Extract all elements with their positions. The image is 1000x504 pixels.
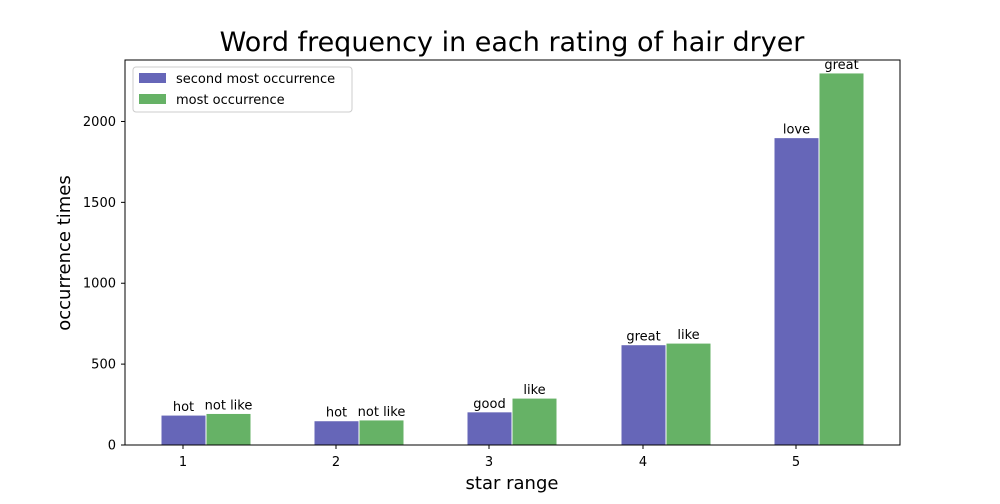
bar-word-label: love	[783, 123, 810, 138]
x-tick-label: 2	[332, 455, 340, 470]
legend-swatch-series-2	[139, 94, 166, 104]
bar-series-1-cat-2	[313, 420, 360, 446]
bar-series-2-cat-5	[818, 72, 865, 446]
bar-word-label: hot	[173, 400, 194, 415]
plot-frame	[124, 59, 901, 446]
bar-word-label: like	[523, 383, 545, 398]
legend-swatch-series-1	[139, 73, 166, 83]
bar-word-label: hot	[326, 406, 347, 421]
bar-series-2-cat-2	[358, 419, 405, 446]
bar-series-1-cat-4	[620, 344, 667, 446]
legend-label-series-1: second most occurrence	[176, 72, 335, 87]
bar-word-label: great	[626, 330, 660, 345]
axes-layer: 0 500 1000 1500 2000 1 2 3 4 5	[83, 59, 901, 470]
legend: second most occurrence most occurrence	[132, 66, 353, 113]
y-tick-label: 0	[108, 439, 116, 454]
bar-word-label: good	[473, 397, 505, 412]
y-tick-label: 1000	[83, 277, 116, 292]
bar-series-1-cat-1	[160, 414, 207, 446]
chart-title: Word frequency in each rating of hair dr…	[220, 27, 806, 58]
bar-word-label: great	[824, 58, 858, 73]
bar-series-2-cat-3	[511, 397, 558, 446]
x-tick-label: 4	[639, 455, 647, 470]
bars-layer	[160, 72, 865, 446]
y-axis-label: occurrence times	[54, 175, 75, 331]
legend-label-series-2: most occurrence	[176, 93, 285, 108]
y-tick-label: 1500	[83, 196, 116, 211]
x-axis-label: star range	[466, 473, 559, 494]
y-tick-label: 2000	[83, 115, 116, 130]
bar-labels-layer: hot hot good great love not like not like like l…	[173, 58, 859, 421]
bar-word-label: not like	[205, 398, 253, 413]
bar-series-1-cat-3	[466, 411, 513, 446]
bar-series-1-cat-5	[773, 137, 820, 446]
bar-word-label: not like	[358, 405, 406, 420]
x-tick-label: 3	[485, 455, 493, 470]
y-tick-label: 500	[91, 358, 116, 373]
x-tick-label: 1	[179, 455, 187, 470]
bar-series-2-cat-4	[665, 342, 712, 446]
bar-series-2-cat-1	[205, 412, 252, 446]
legend-box	[132, 66, 353, 113]
bar-word-label: like	[677, 328, 699, 343]
x-tick-label: 5	[792, 455, 800, 470]
